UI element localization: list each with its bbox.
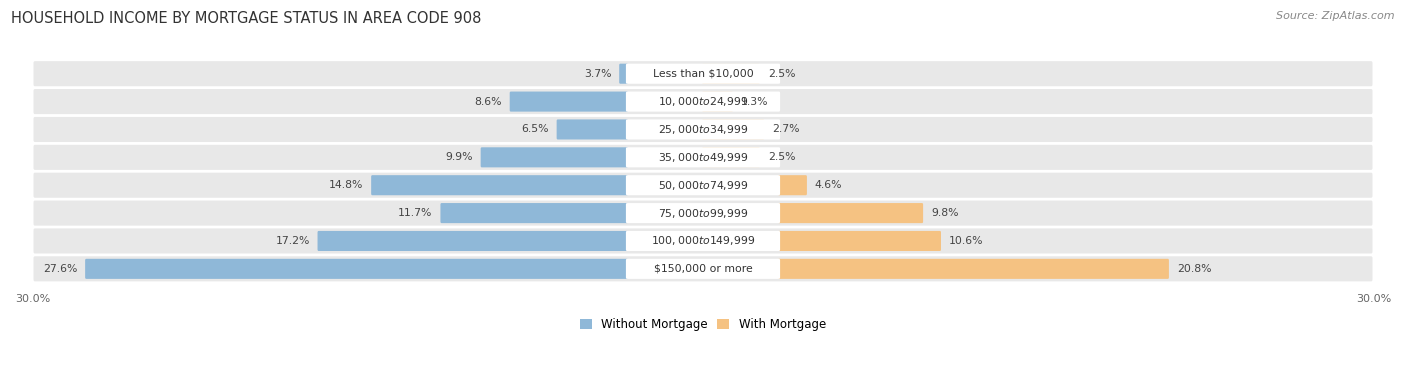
- Text: 9.9%: 9.9%: [446, 152, 472, 162]
- FancyBboxPatch shape: [371, 175, 628, 195]
- Text: 10.6%: 10.6%: [949, 236, 983, 246]
- FancyBboxPatch shape: [778, 203, 924, 223]
- Text: 2.5%: 2.5%: [768, 69, 796, 79]
- FancyBboxPatch shape: [510, 91, 628, 112]
- FancyBboxPatch shape: [702, 92, 733, 112]
- FancyBboxPatch shape: [619, 64, 628, 84]
- Text: Source: ZipAtlas.com: Source: ZipAtlas.com: [1277, 11, 1395, 21]
- FancyBboxPatch shape: [86, 259, 628, 279]
- Text: $25,000 to $34,999: $25,000 to $34,999: [658, 123, 748, 136]
- Legend: Without Mortgage, With Mortgage: Without Mortgage, With Mortgage: [575, 313, 831, 336]
- FancyBboxPatch shape: [34, 228, 1372, 254]
- Text: 2.7%: 2.7%: [772, 124, 800, 135]
- Text: 14.8%: 14.8%: [329, 180, 363, 190]
- Text: Less than $10,000: Less than $10,000: [652, 69, 754, 79]
- FancyBboxPatch shape: [702, 64, 759, 84]
- FancyBboxPatch shape: [626, 203, 780, 223]
- FancyBboxPatch shape: [34, 61, 1372, 86]
- FancyBboxPatch shape: [626, 259, 780, 279]
- FancyBboxPatch shape: [34, 201, 1372, 226]
- Text: $50,000 to $74,999: $50,000 to $74,999: [658, 179, 748, 192]
- Text: 9.8%: 9.8%: [931, 208, 959, 218]
- Text: HOUSEHOLD INCOME BY MORTGAGE STATUS IN AREA CODE 908: HOUSEHOLD INCOME BY MORTGAGE STATUS IN A…: [11, 11, 482, 26]
- FancyBboxPatch shape: [440, 203, 628, 223]
- FancyBboxPatch shape: [626, 231, 780, 251]
- FancyBboxPatch shape: [34, 89, 1372, 114]
- Text: $100,000 to $149,999: $100,000 to $149,999: [651, 234, 755, 248]
- Text: 20.8%: 20.8%: [1177, 264, 1211, 274]
- FancyBboxPatch shape: [34, 173, 1372, 198]
- Text: 27.6%: 27.6%: [44, 264, 77, 274]
- FancyBboxPatch shape: [626, 64, 780, 84]
- FancyBboxPatch shape: [318, 231, 628, 251]
- FancyBboxPatch shape: [778, 175, 807, 195]
- Text: 1.3%: 1.3%: [741, 97, 769, 107]
- FancyBboxPatch shape: [702, 120, 765, 139]
- FancyBboxPatch shape: [34, 145, 1372, 170]
- Text: 3.7%: 3.7%: [583, 69, 612, 79]
- FancyBboxPatch shape: [626, 91, 780, 112]
- Text: 8.6%: 8.6%: [474, 97, 502, 107]
- Text: $35,000 to $49,999: $35,000 to $49,999: [658, 151, 748, 164]
- FancyBboxPatch shape: [557, 119, 628, 139]
- Text: 17.2%: 17.2%: [276, 236, 309, 246]
- Text: $75,000 to $99,999: $75,000 to $99,999: [658, 207, 748, 220]
- FancyBboxPatch shape: [778, 259, 1168, 279]
- Text: 11.7%: 11.7%: [398, 208, 433, 218]
- Text: $150,000 or more: $150,000 or more: [654, 264, 752, 274]
- FancyBboxPatch shape: [778, 231, 941, 251]
- Text: 4.6%: 4.6%: [814, 180, 842, 190]
- FancyBboxPatch shape: [34, 256, 1372, 281]
- FancyBboxPatch shape: [626, 119, 780, 139]
- FancyBboxPatch shape: [702, 147, 759, 167]
- Text: 6.5%: 6.5%: [522, 124, 548, 135]
- FancyBboxPatch shape: [626, 147, 780, 167]
- Text: 2.5%: 2.5%: [768, 152, 796, 162]
- Text: $10,000 to $24,999: $10,000 to $24,999: [658, 95, 748, 108]
- FancyBboxPatch shape: [626, 175, 780, 195]
- FancyBboxPatch shape: [481, 147, 628, 167]
- FancyBboxPatch shape: [34, 117, 1372, 142]
